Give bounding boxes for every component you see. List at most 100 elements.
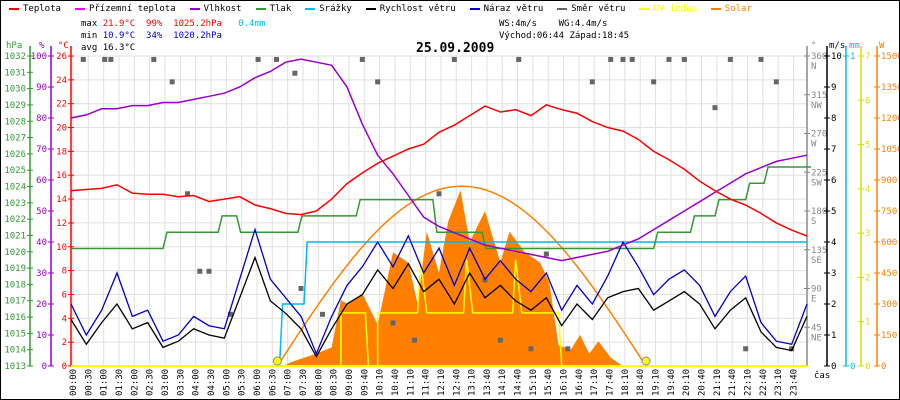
- hum-tick-label: 90: [36, 83, 47, 93]
- legend-swatch: [189, 8, 200, 10]
- press-tick-label: 1013: [4, 362, 26, 372]
- x-tick-label: 16:10: [560, 369, 570, 396]
- temp-tick-label: 4: [62, 314, 67, 324]
- rain-tick-label: 1: [850, 52, 855, 62]
- wind-direction-point: [319, 311, 325, 317]
- x-tick-label: 23:40: [790, 369, 800, 396]
- wind-direction-point: [292, 70, 298, 76]
- humidity-line: [70, 58, 808, 262]
- chart-date: 25.09.2009: [416, 41, 495, 56]
- solar-area: [282, 190, 623, 366]
- dir-compass-label: SW: [811, 178, 822, 188]
- x-tick-label: 17:10: [590, 369, 600, 396]
- temp-tick-label: 16: [56, 171, 67, 181]
- wind-tick-label: 1: [831, 331, 836, 341]
- dir-compass-label: NW: [811, 101, 822, 111]
- wind-direction-point: [255, 56, 261, 62]
- wind-direction-point: [169, 79, 175, 85]
- press-tick-label: 1030: [4, 85, 26, 95]
- max-hum: 99%: [146, 19, 163, 29]
- x-tick-label: 07:00: [284, 369, 294, 396]
- wind-tick-label: 2: [831, 300, 836, 310]
- wg-value: WG:4.4m/s: [558, 19, 608, 29]
- x-tick-label: 16:40: [575, 369, 585, 396]
- x-tick-label: 14:10: [498, 369, 508, 396]
- x-tick-label: 02:30: [146, 369, 156, 396]
- legend-label: UV index: [653, 4, 697, 14]
- sunset-marker: [641, 356, 651, 366]
- wind-tick-label: 10: [831, 52, 842, 62]
- wind-direction-point: [620, 56, 626, 62]
- legend-label: Solar: [724, 4, 752, 14]
- legend-item: Přízemní teplota: [74, 4, 176, 14]
- press-tick-label: 1025: [4, 166, 26, 176]
- solar-tick-label: 1500: [881, 52, 899, 62]
- wind-direction-point: [185, 191, 191, 197]
- hum-tick-label: 60: [36, 176, 47, 186]
- solar-tick-label: 750: [881, 207, 897, 217]
- x-tick-label: 23:10: [774, 369, 784, 396]
- wind-direction-point: [743, 346, 749, 352]
- min-temp: 10.9°C: [102, 31, 136, 41]
- legend: Teplota Přízemní teplota Vlhkost Tlak Srážky…: [9, 4, 752, 14]
- press-tick-label: 1021: [4, 231, 26, 241]
- solar-tick-label: 1350: [881, 83, 899, 93]
- temp-tick-label: 18: [56, 147, 67, 157]
- stats-block: max 21.9°C 99% 1025.2hPa 0.4mm min 10.9°…: [81, 18, 265, 54]
- temp-tick-label: 20: [56, 124, 67, 134]
- wind-direction-point: [608, 56, 614, 62]
- press-axis-unit: hPa: [6, 41, 22, 51]
- min-press: 1020.2hPa: [173, 31, 222, 41]
- wind-direction-point: [436, 191, 442, 197]
- hum-tick-label: 0: [42, 362, 47, 372]
- dir-axis-unit: °: [811, 41, 816, 51]
- wind-direction-point: [516, 56, 522, 62]
- x-tick-label: 15:10: [529, 369, 539, 396]
- ws-value: WS:4m/s: [499, 19, 537, 29]
- press-tick-label: 1027: [4, 134, 26, 144]
- x-tick-label: 10:10: [376, 369, 386, 396]
- hum-tick-label: 100: [31, 52, 47, 62]
- wind-direction-point: [298, 286, 304, 291]
- wind-direction-point: [108, 56, 114, 62]
- legend-swatch: [74, 8, 85, 10]
- solar-tick-label: 600: [881, 238, 897, 248]
- dir-tick-label: 270: [811, 130, 827, 140]
- dir-compass-label: NE: [811, 333, 822, 343]
- hum-tick-label: 70: [36, 145, 47, 155]
- uv-tick-label: 5: [865, 141, 870, 151]
- x-tick-label: 17:40: [606, 369, 616, 396]
- x-tick-label: 22:10: [744, 369, 754, 396]
- press-tick-label: 1024: [4, 183, 26, 193]
- x-tick-label: 09:00: [345, 369, 355, 396]
- temp-tick-label: 26: [56, 52, 67, 62]
- x-tick-label: 12:10: [437, 369, 447, 396]
- press-tick-label: 1022: [4, 215, 26, 225]
- x-tick-label: 04:30: [207, 369, 217, 396]
- min-label: min: [81, 31, 98, 41]
- x-tick-label: 11:40: [422, 369, 432, 396]
- temp-tick-label: 14: [56, 195, 67, 205]
- wind-tick-label: 6: [831, 176, 836, 186]
- sunset: Západ:18:45: [569, 31, 630, 41]
- wind-axis-unit: m/s: [829, 41, 845, 51]
- x-tick-label: 18:40: [636, 369, 646, 396]
- wind-direction-point: [102, 56, 108, 62]
- wind-direction-point: [543, 251, 549, 257]
- solar-tick-label: 1200: [881, 114, 899, 124]
- x-tick-label: 22:40: [759, 369, 769, 396]
- uv-line: [71, 259, 807, 367]
- x-tick-label: 01:30: [115, 369, 125, 396]
- legend-label: Přízemní teplota: [88, 4, 176, 14]
- wind-direction-point: [712, 105, 718, 111]
- legend-swatch: [305, 8, 316, 10]
- wind-direction-point: [758, 56, 764, 62]
- legend-swatch: [639, 8, 650, 10]
- legend-label: Směr větru: [571, 4, 626, 14]
- dir-tick-label: 225: [811, 168, 827, 178]
- wind-direction-point: [197, 268, 203, 274]
- x-tick-label: 03:30: [176, 369, 186, 396]
- wind-direction-point: [273, 56, 279, 62]
- x-tick-label: 00:30: [84, 369, 94, 396]
